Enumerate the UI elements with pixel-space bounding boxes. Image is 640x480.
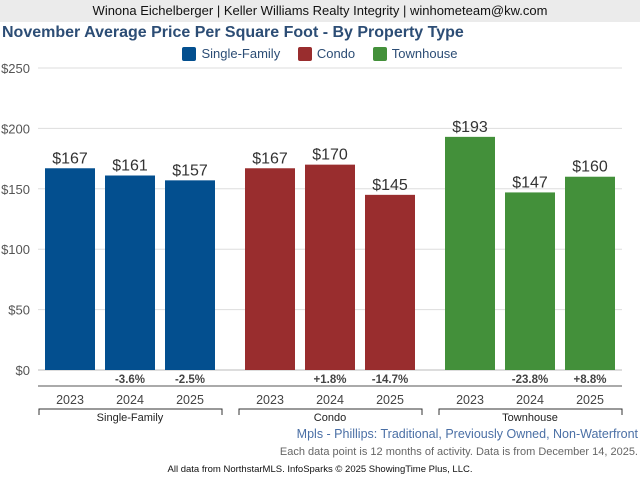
bar-value-label: $193	[452, 119, 488, 136]
legend-item-single-family[interactable]: Single-Family	[182, 46, 280, 61]
group-bracket	[238, 408, 423, 415]
bar	[365, 194, 415, 370]
group-label: Single-Family	[97, 412, 164, 424]
group-bracket	[38, 408, 223, 415]
group-label: Condo	[314, 412, 346, 424]
copyright: All data from NorthstarMLS. InfoSparks ©…	[167, 464, 473, 475]
x-tick-year: 2024	[116, 393, 144, 407]
legend-item-townhouse[interactable]: Townhouse	[372, 46, 458, 61]
chart-title: November Average Price Per Square Foot -…	[2, 24, 464, 41]
bar-value-label: $167	[52, 150, 88, 167]
legend-label: Single-Family	[201, 46, 281, 61]
change-label: -23.8%	[512, 374, 548, 386]
legend: Single-Family Condo Townhouse	[0, 46, 640, 64]
bar-value-label: $147	[512, 174, 548, 191]
bar-value-label: $161	[112, 158, 148, 175]
change-label: +1.8%	[314, 374, 347, 386]
data-note: Each data point is 12 months of activity…	[279, 446, 638, 458]
x-tick-year: 2024	[516, 393, 544, 407]
change-label: +8.8%	[574, 374, 607, 386]
legend-swatch	[297, 46, 312, 61]
change-label: -3.6%	[115, 374, 145, 386]
change-label: -14.7%	[372, 374, 408, 386]
legend-item-condo[interactable]: Condo	[297, 46, 356, 61]
legend-swatch	[372, 46, 387, 61]
bar	[445, 136, 495, 370]
bar	[505, 192, 555, 370]
y-tick-label: $200	[1, 121, 30, 136]
bar-value-label: $160	[572, 159, 608, 176]
agent-header: Winona Eichelberger | Keller Williams Re…	[0, 0, 640, 22]
x-tick-year: 2023	[256, 393, 284, 407]
bar-value-label: $170	[312, 147, 348, 164]
bar	[305, 164, 355, 370]
x-tick-year: 2025	[376, 393, 404, 407]
bar-value-label: $167	[252, 150, 288, 167]
x-tick-year: 2024	[316, 393, 344, 407]
y-tick-label: $0	[16, 363, 30, 378]
group-bracket	[438, 408, 623, 415]
bar-value-label: $157	[172, 162, 208, 179]
x-tick-year: 2025	[576, 393, 604, 407]
y-tick-label: $50	[8, 303, 30, 318]
change-label: -2.5%	[175, 374, 205, 386]
bar-value-label: $145	[372, 177, 408, 194]
x-tick-year: 2023	[456, 393, 484, 407]
y-tick-label: $250	[1, 61, 30, 76]
bar	[105, 175, 155, 370]
x-tick-year: 2025	[176, 393, 204, 407]
bar	[165, 180, 215, 370]
y-tick-label: $150	[1, 182, 30, 197]
source-filter: Mpls - Phillips: Traditional, Previously…	[296, 427, 638, 441]
legend-swatch	[182, 46, 197, 61]
group-label: Townhouse	[502, 412, 558, 424]
legend-label: Condo	[316, 46, 356, 61]
y-tick-label: $100	[1, 242, 30, 257]
x-tick-year: 2023	[56, 393, 84, 407]
bar	[565, 176, 615, 370]
bar	[245, 168, 295, 370]
bar	[45, 168, 95, 370]
legend-label: Townhouse	[391, 46, 458, 61]
